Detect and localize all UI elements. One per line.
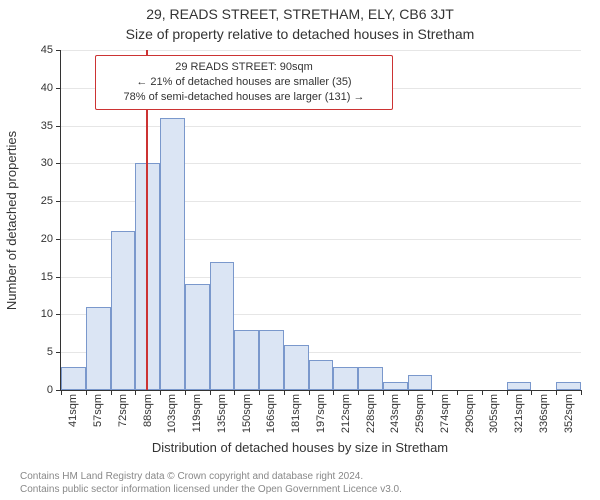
y-tick-mark xyxy=(56,352,61,353)
histogram-bar xyxy=(556,382,581,390)
callout-line1: 29 READS STREET: 90sqm xyxy=(104,60,384,75)
histogram-bar xyxy=(185,284,210,390)
x-tick-mark xyxy=(185,390,186,395)
x-tick-mark xyxy=(482,390,483,395)
x-tick-mark xyxy=(135,390,136,395)
x-tick-mark xyxy=(259,390,260,395)
y-tick-label: 35 xyxy=(41,120,53,132)
y-tick-mark xyxy=(56,126,61,127)
histogram-bar xyxy=(160,118,185,390)
title-address: 29, READS STREET, STRETHAM, ELY, CB6 3JT xyxy=(0,6,600,22)
x-tick-mark xyxy=(86,390,87,395)
x-tick-mark xyxy=(160,390,161,395)
y-tick-label: 10 xyxy=(41,308,53,320)
attribution-line2: Contains public sector information licen… xyxy=(20,483,402,496)
y-gridline xyxy=(61,126,581,127)
x-tick-label: 181sqm xyxy=(290,394,302,433)
x-tick-mark xyxy=(432,390,433,395)
x-tick-label: 166sqm xyxy=(265,394,277,433)
y-tick-mark xyxy=(56,239,61,240)
x-tick-mark xyxy=(507,390,508,395)
x-tick-label: 150sqm xyxy=(241,394,253,433)
x-tick-mark xyxy=(309,390,310,395)
x-tick-label: 41sqm xyxy=(67,394,79,427)
x-tick-label: 88sqm xyxy=(142,394,154,427)
x-tick-mark xyxy=(556,390,557,395)
y-gridline xyxy=(61,50,581,51)
histogram-bar xyxy=(507,382,532,390)
histogram-bar xyxy=(86,307,111,390)
histogram-bar xyxy=(383,382,408,390)
y-tick-label: 30 xyxy=(41,157,53,169)
y-tick-label: 20 xyxy=(41,233,53,245)
x-tick-mark xyxy=(61,390,62,395)
x-tick-label: 103sqm xyxy=(166,394,178,433)
y-tick-mark xyxy=(56,163,61,164)
y-axis-label: Number of detached properties xyxy=(4,50,20,390)
x-tick-mark xyxy=(358,390,359,395)
attribution-line1: Contains HM Land Registry data © Crown c… xyxy=(20,470,402,483)
y-axis-label-text: Number of detached properties xyxy=(5,130,20,309)
title-subtitle: Size of property relative to detached ho… xyxy=(0,26,600,42)
y-tick-mark xyxy=(56,314,61,315)
histogram-bar xyxy=(333,367,358,390)
x-tick-mark xyxy=(333,390,334,395)
y-tick-mark xyxy=(56,201,61,202)
callout-line3: 78% of semi-detached houses are larger (… xyxy=(104,90,384,105)
histogram-bar xyxy=(61,367,86,390)
histogram-bar xyxy=(259,330,284,390)
y-tick-mark xyxy=(56,50,61,51)
x-tick-mark xyxy=(210,390,211,395)
x-tick-label: 72sqm xyxy=(117,394,129,427)
x-tick-mark xyxy=(581,390,582,395)
y-tick-label: 5 xyxy=(47,346,53,358)
histogram-bar xyxy=(284,345,309,390)
x-tick-label: 259sqm xyxy=(414,394,426,433)
y-tick-label: 15 xyxy=(41,271,53,283)
x-tick-label: 57sqm xyxy=(92,394,104,427)
y-tick-label: 0 xyxy=(47,384,53,396)
histogram-bar xyxy=(234,330,259,390)
chart-stage: 29, READS STREET, STRETHAM, ELY, CB6 3JT… xyxy=(0,0,600,500)
histogram-bar xyxy=(210,262,235,390)
callout-line2: ← 21% of detached houses are smaller (35… xyxy=(104,75,384,90)
x-tick-label: 212sqm xyxy=(340,394,352,433)
x-tick-label: 305sqm xyxy=(488,394,500,433)
x-tick-label: 274sqm xyxy=(439,394,451,433)
x-tick-label: 135sqm xyxy=(216,394,228,433)
x-tick-mark xyxy=(408,390,409,395)
x-tick-mark xyxy=(111,390,112,395)
x-tick-label: 352sqm xyxy=(563,394,575,433)
x-tick-label: 290sqm xyxy=(464,394,476,433)
x-tick-mark xyxy=(531,390,532,395)
y-tick-label: 25 xyxy=(41,195,53,207)
x-tick-mark xyxy=(284,390,285,395)
y-tick-label: 40 xyxy=(41,82,53,94)
histogram-bar xyxy=(309,360,334,390)
callout-box: 29 READS STREET: 90sqm← 21% of detached … xyxy=(95,55,393,110)
histogram-bar xyxy=(408,375,433,390)
x-tick-label: 197sqm xyxy=(315,394,327,433)
x-tick-label: 336sqm xyxy=(538,394,550,433)
x-tick-mark xyxy=(383,390,384,395)
x-axis-title: Distribution of detached houses by size … xyxy=(0,440,600,455)
x-tick-mark xyxy=(457,390,458,395)
histogram-bar xyxy=(358,367,383,390)
x-tick-label: 119sqm xyxy=(191,394,203,432)
x-tick-label: 243sqm xyxy=(389,394,401,433)
histogram-bar xyxy=(111,231,136,390)
y-tick-label: 45 xyxy=(41,44,53,56)
x-tick-label: 321sqm xyxy=(513,394,525,433)
y-tick-mark xyxy=(56,277,61,278)
x-tick-label: 228sqm xyxy=(365,394,377,433)
x-tick-mark xyxy=(234,390,235,395)
attribution: Contains HM Land Registry data © Crown c… xyxy=(20,470,402,496)
y-tick-mark xyxy=(56,88,61,89)
